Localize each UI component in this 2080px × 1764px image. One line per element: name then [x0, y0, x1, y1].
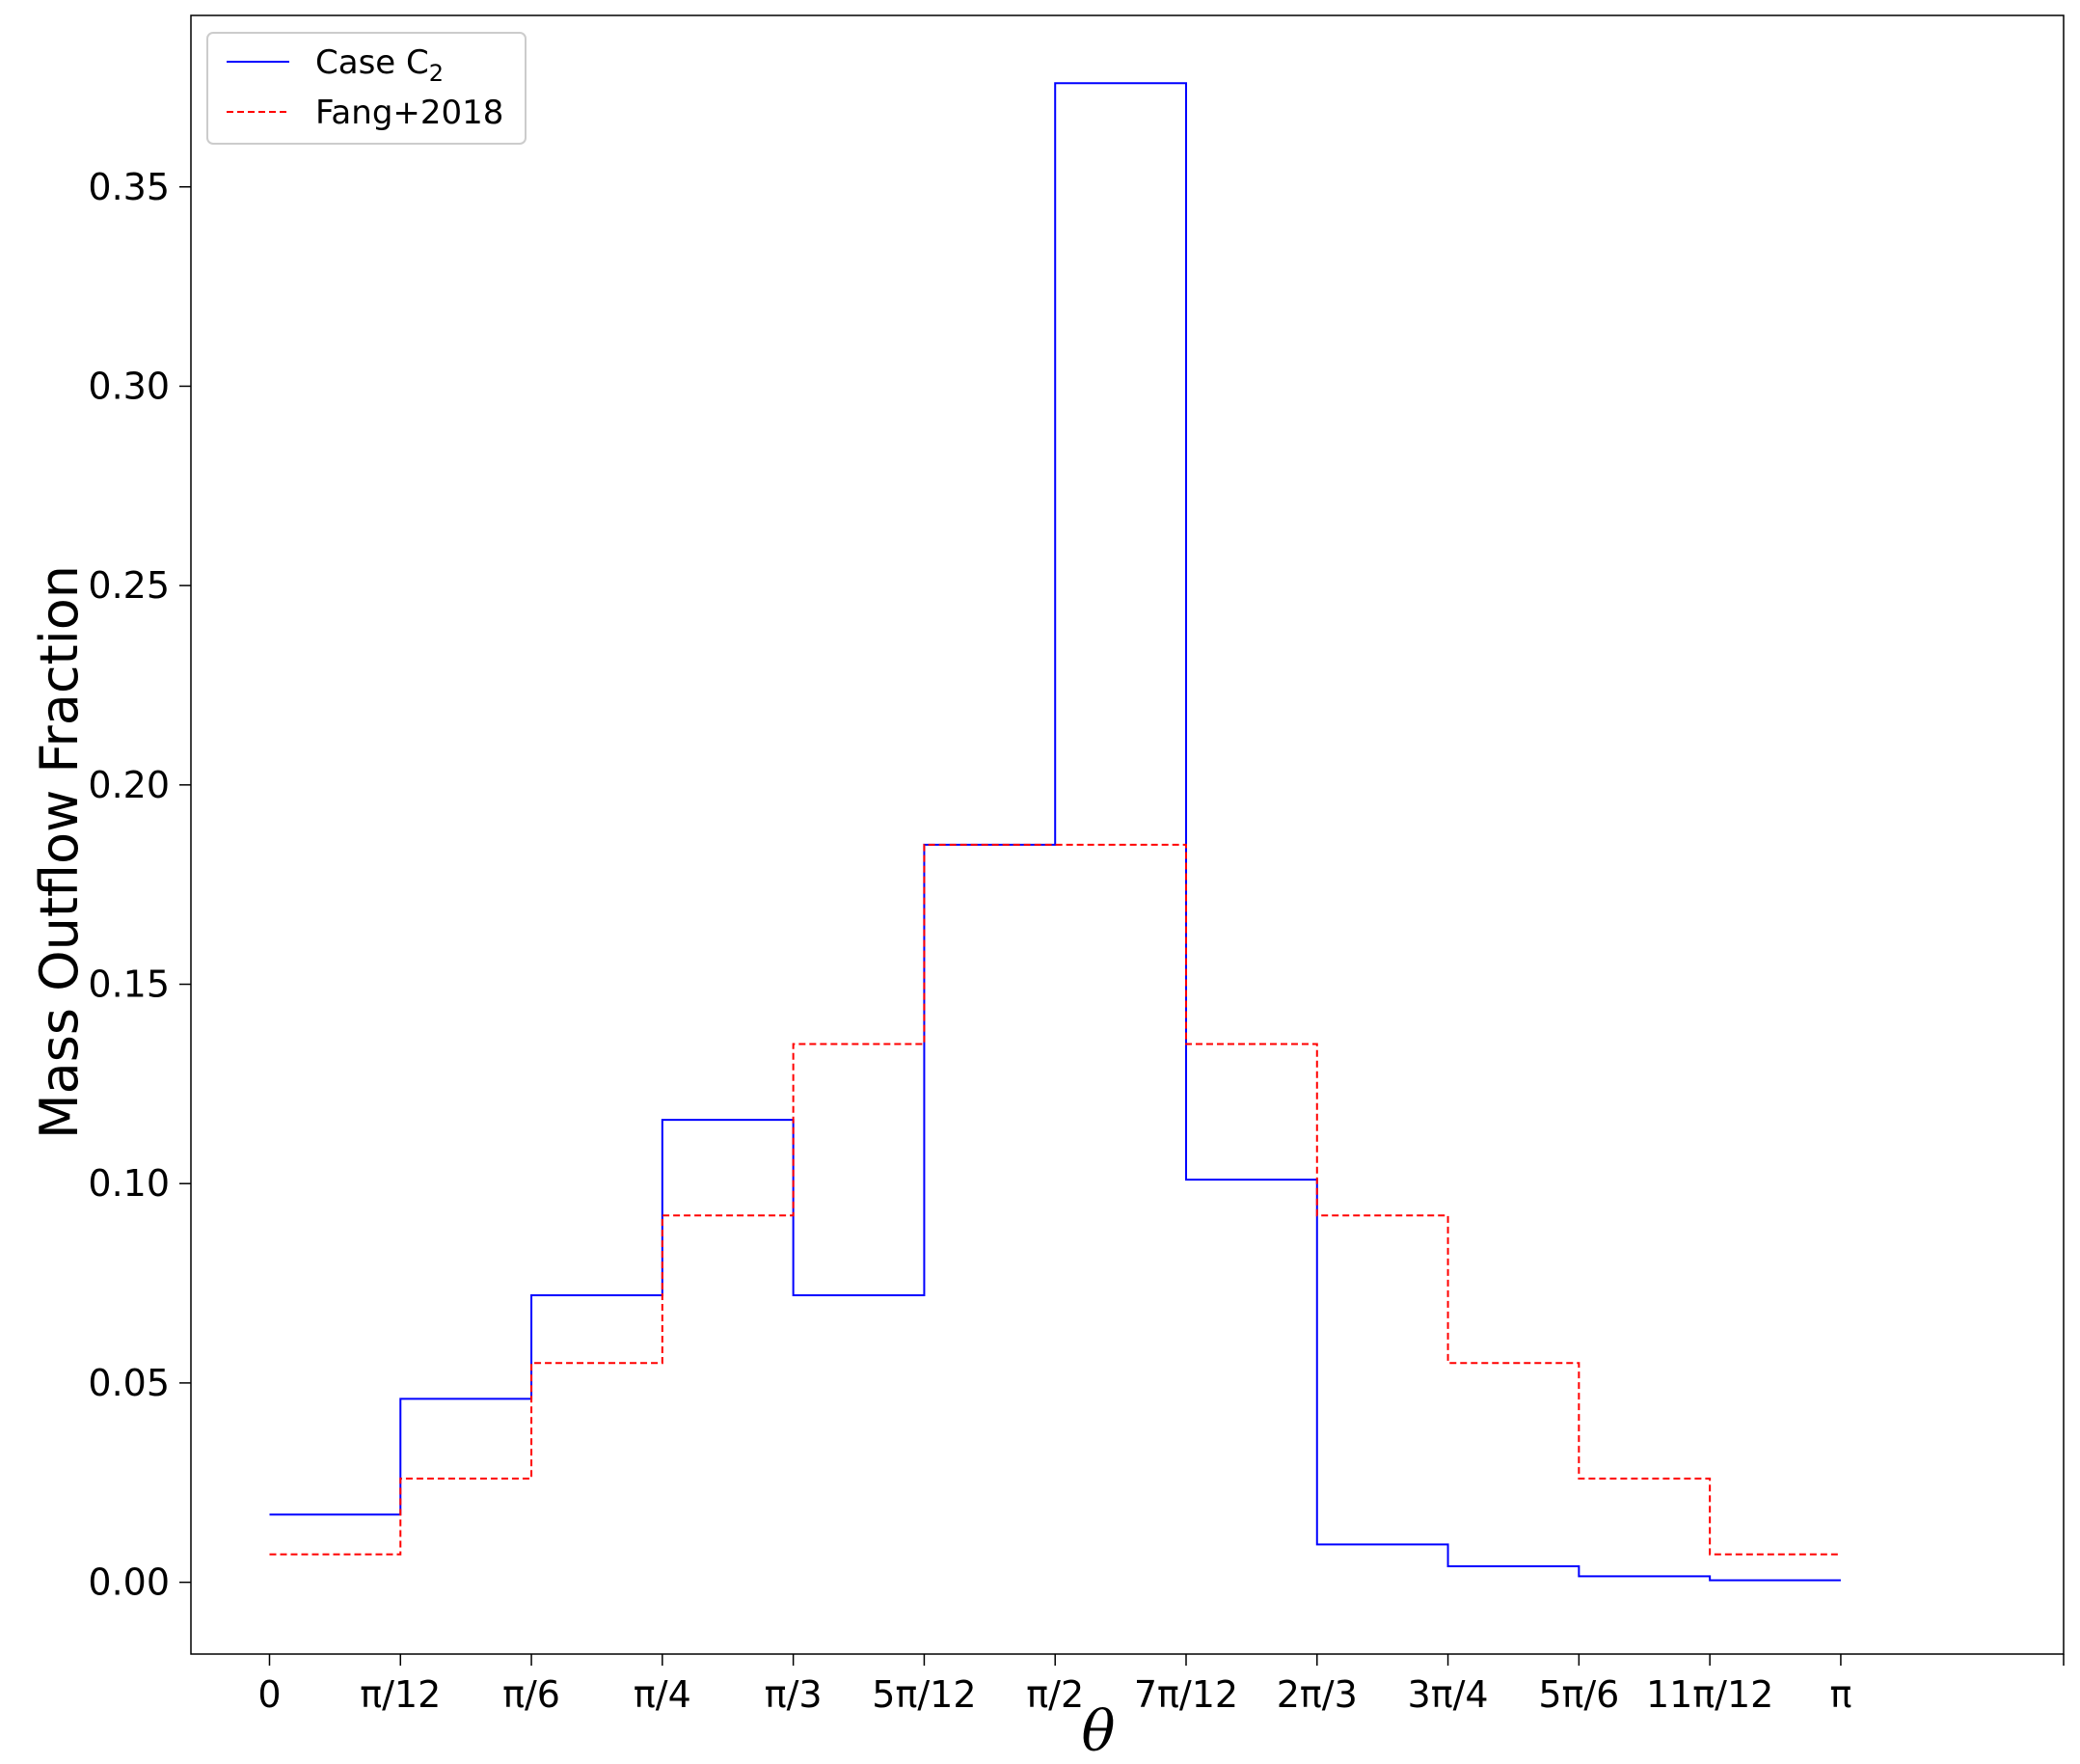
- x-axis-ticks: 0 π/12 π/6 π/4 π/3 5π/12 π/2 7π/12 2π/3 3π/4 5π/6 1…: [257, 1654, 2065, 1716]
- y-axis-label: Mass Outflow Fraction: [29, 565, 90, 1139]
- y-tick-label: 0.30: [88, 365, 170, 407]
- plot-frame: [190, 14, 2065, 1655]
- legend-label-subscript: 2: [429, 60, 444, 87]
- x-axis-label: θ: [1082, 1698, 1116, 1764]
- y-tick-label: 0.00: [88, 1561, 170, 1604]
- x-tick-label: π/4: [634, 1673, 691, 1716]
- y-tick-label: 0.15: [88, 963, 170, 1006]
- legend-box: [206, 32, 527, 145]
- y-tick-label: 0.05: [88, 1362, 170, 1404]
- y-axis-ticks: 0.00 0.05 0.10 0.15 0.20 0.25 0.30 0.35: [88, 166, 191, 1604]
- x-tick-label: π/2: [1026, 1673, 1084, 1716]
- x-tick-label: π/6: [502, 1673, 560, 1716]
- x-tick-label: 3π/4: [1408, 1673, 1489, 1716]
- series-line-case-c2: [269, 82, 1841, 1582]
- legend: Case C2 Fang+2018: [206, 32, 527, 145]
- x-tick-label: 2π/3: [1277, 1673, 1358, 1716]
- x-tick-label: 11π/12: [1646, 1673, 1773, 1716]
- x-tick-label: 7π/12: [1134, 1673, 1238, 1716]
- x-tick-label: 5π/12: [872, 1673, 976, 1716]
- y-tick-label: 0.25: [88, 564, 170, 607]
- legend-label: Fang+2018: [315, 94, 503, 132]
- x-tick-label: π/3: [765, 1673, 823, 1716]
- y-tick-label: 0.35: [88, 166, 170, 208]
- y-tick-label: 0.20: [88, 764, 170, 806]
- legend-label-text: Fang+2018: [315, 94, 503, 132]
- plot-series: [269, 82, 1841, 1582]
- x-tick-label: π/12: [360, 1673, 441, 1716]
- series-line-fang-2018: [269, 843, 1841, 1556]
- x-tick-label: π: [1829, 1673, 1851, 1716]
- x-tick-label: 0: [257, 1673, 281, 1716]
- y-tick-label: 0.10: [88, 1162, 170, 1205]
- x-tick-label: 5π/6: [1538, 1673, 1619, 1716]
- legend-label: Case C2: [315, 43, 444, 87]
- legend-label-text: Case C: [315, 43, 429, 82]
